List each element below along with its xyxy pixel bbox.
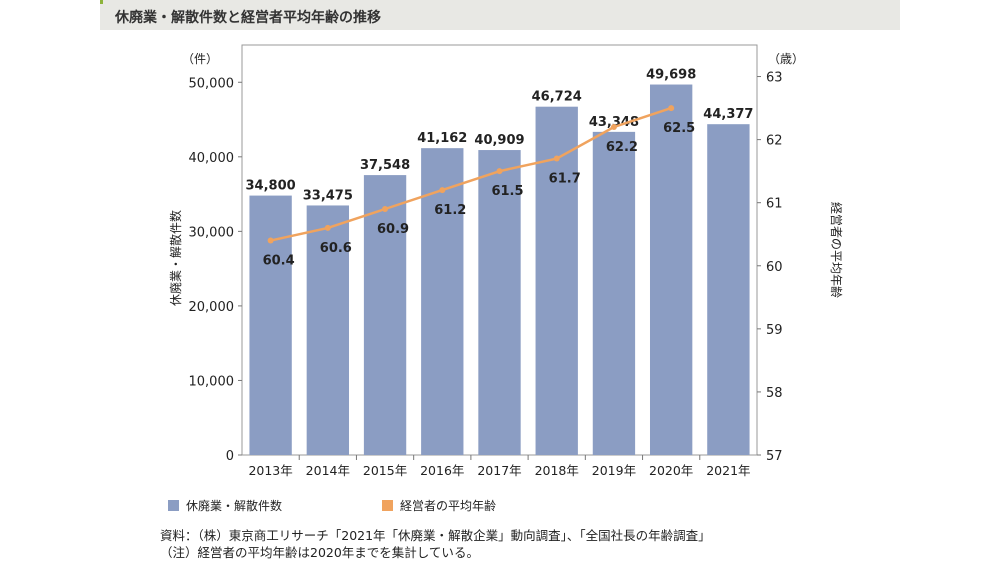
- x-tick-label: 2021年: [706, 463, 750, 478]
- legend-bar-swatch: [168, 499, 179, 511]
- line-series: [267, 105, 675, 244]
- line-labels: 60.4 60.6 60.9 61.2 61.5 61.7 62.2 62.5: [263, 121, 696, 268]
- y-right-tick-label: 57: [766, 449, 783, 464]
- line-value-label: 60.4: [263, 254, 295, 269]
- line-point: [382, 206, 389, 212]
- header-bar: [100, 0, 900, 30]
- line-value-label: 61.7: [549, 172, 581, 187]
- y-tick-label: 50,000: [189, 76, 235, 91]
- x-tick-label: 2016年: [420, 463, 464, 478]
- bar-2013年: [249, 195, 292, 455]
- x-tick-label: 2018年: [535, 463, 579, 478]
- line-point: [439, 187, 446, 194]
- x-tick-label: 2017年: [477, 463, 521, 478]
- y-axis-title-right: 経営者の平均年齢: [829, 202, 844, 298]
- axes: 0 10,000 20,000 30,000 40,000 50,000 57 58 59 60 6…: [168, 52, 844, 478]
- y-unit-left: （件）: [182, 52, 218, 66]
- bar-series: [249, 84, 750, 456]
- legend-item-bar: 休廃業・解散件数: [168, 497, 282, 513]
- x-tick-label: 2015年: [363, 463, 407, 478]
- footnote: （注）経営者の平均年齢は2020年までを集計している。: [160, 545, 479, 560]
- bar-value-label: 49,698: [646, 68, 696, 83]
- y-tick-label: 30,000: [189, 225, 235, 240]
- y-right-tick-label: 62: [766, 134, 783, 149]
- bar-labels: 34,800 33,475 37,548 41,162 40,909 46,724 43,3…: [246, 68, 754, 204]
- header-accent: [100, 0, 103, 4]
- bar-value-label: 44,377: [703, 107, 753, 122]
- bar-value-label: 41,162: [417, 131, 467, 146]
- y-right-tick-label: 60: [766, 260, 783, 275]
- line-point: [610, 124, 617, 130]
- line-point: [267, 237, 274, 244]
- bar-2015年: [363, 175, 407, 455]
- line-value-label: 62.2: [606, 140, 638, 155]
- line-point: [553, 155, 560, 162]
- y-tick-label: 0: [226, 449, 234, 464]
- bar-value-label: 40,909: [474, 133, 524, 148]
- y-right-tick-label: 61: [766, 197, 783, 212]
- y-unit-right: （歳）: [768, 52, 804, 66]
- x-tick-label: 2013年: [248, 463, 292, 478]
- bar-2014年: [306, 205, 350, 455]
- legend-line-label: 経営者の平均年齢: [400, 498, 497, 513]
- line-path: [270, 106, 672, 242]
- legend-item-line: 経営者の平均年齢: [382, 497, 496, 513]
- y-right-tick-label: 58: [766, 386, 783, 401]
- y-tick-label: 10,000: [189, 374, 235, 389]
- line-value-label: 61.5: [491, 184, 523, 199]
- line-value-label: 60.6: [320, 241, 352, 256]
- bar-value-label: 43,348: [589, 115, 639, 130]
- x-tick-label: 2020年: [649, 463, 693, 478]
- bar-value-label: 37,548: [360, 158, 410, 173]
- bar-value-label: 34,800: [246, 179, 296, 194]
- y-axis-title-left: 休廃業・解散件数: [168, 210, 183, 306]
- source-note: 資料：（株）東京商工リサーチ「2021年「休廃業・解散企業」動向調査」、「全国社…: [160, 528, 711, 543]
- chart-title: 休廃業・解散件数と経営者平均年齢の推移: [115, 10, 381, 26]
- x-tick-label: 2019年: [592, 463, 636, 478]
- bar-2021年: [707, 124, 750, 455]
- bar-2016年: [421, 148, 464, 455]
- line-value-label: 61.2: [434, 203, 466, 218]
- chart-notes: 資料：（株）東京商工リサーチ「2021年「休廃業・解散企業」動向調査」、「全国社…: [160, 527, 711, 561]
- bar-2019年: [592, 131, 636, 456]
- line-value-label: 62.5: [663, 121, 695, 136]
- bar-value-label: 46,724: [532, 90, 582, 105]
- bar-2020年: [649, 84, 693, 456]
- y-right-tick-label: 59: [766, 323, 783, 338]
- line-point: [668, 105, 675, 112]
- y-right-tick-label: 63: [766, 71, 783, 86]
- y-tick-label: 20,000: [189, 300, 235, 315]
- x-tick-label: 2014年: [306, 463, 350, 478]
- y-tick-label: 40,000: [189, 151, 235, 166]
- line-point: [496, 168, 503, 175]
- bar-2018年: [535, 106, 578, 455]
- bar-value-label: 33,475: [303, 188, 353, 203]
- line-value-label: 60.9: [377, 222, 409, 237]
- legend-line-swatch: [382, 499, 393, 511]
- bar-2017年: [478, 150, 521, 456]
- line-point: [324, 224, 331, 231]
- legend-bar-label: 休廃業・解散件数: [186, 498, 283, 513]
